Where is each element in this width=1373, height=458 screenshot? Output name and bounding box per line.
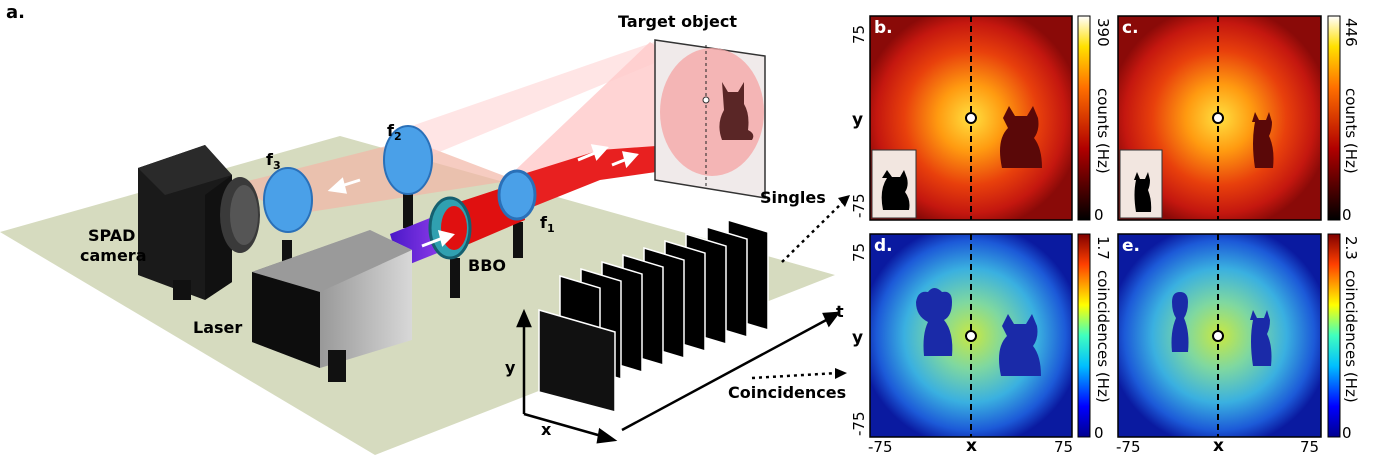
lens-f3: [263, 167, 313, 233]
spad-camera: [138, 145, 260, 300]
panel-e-cbar-label: coincidences (Hz): [1342, 270, 1360, 403]
laser-label: Laser: [193, 318, 243, 337]
f2-label: f2: [387, 121, 402, 144]
panel-d-ytick-top: 75: [850, 242, 868, 262]
panel-b-ytick-top: 75: [850, 24, 868, 44]
panel-e-cbar-max: 2.3: [1342, 236, 1360, 260]
panel-a-label: a.: [6, 2, 25, 23]
panel-d-xtick-right: 75: [1054, 438, 1074, 456]
singles-label: Singles: [760, 188, 826, 207]
panel-b-ylabel: y: [852, 110, 864, 130]
panel-c-cbar-label: counts (Hz): [1342, 88, 1360, 174]
spad-label-line1: SPAD: [88, 226, 136, 245]
panel-e-label: e.: [1122, 236, 1140, 256]
frame-axis-x: x: [541, 420, 552, 439]
panel-b-cbar-label: counts (Hz): [1094, 88, 1112, 174]
lens-f2: [383, 125, 433, 195]
lens-f1: [497, 169, 537, 221]
panel-e-xtick-left: -75: [1116, 438, 1141, 456]
laser-box: [252, 230, 412, 382]
bbo-label: BBO: [468, 256, 506, 275]
f3-label: f3: [266, 150, 281, 173]
spad-label-line2: camera: [80, 246, 147, 265]
frame-axis-t: t: [836, 302, 844, 321]
panel-b-cbar-min: 0: [1094, 206, 1104, 224]
panel-e-cbar-min: 0: [1342, 424, 1352, 442]
cat-silhouette: [719, 82, 754, 140]
panel-d-ylabel: y: [852, 328, 864, 348]
panel-b-ytick-bottom: -75: [850, 193, 868, 219]
frame-axis-y: y: [505, 358, 516, 377]
target-illumination: [660, 48, 764, 176]
target-object-label: Target object: [618, 12, 737, 31]
coincidences-label: Coincidences: [728, 383, 847, 402]
f1-label: f1: [540, 213, 555, 236]
panel-c-label: c.: [1122, 18, 1139, 38]
panel-d-cbar-label: coincidences (Hz): [1094, 270, 1112, 403]
panel-d-label: d.: [874, 236, 893, 256]
panel-d-cbar-min: 0: [1094, 424, 1104, 442]
panel-d-cbar-max: 1.7: [1094, 236, 1112, 260]
panel-b-cbar-max: 390: [1094, 18, 1112, 47]
panel-d-xlabel: x: [966, 436, 977, 456]
panel-b-label: b.: [874, 18, 893, 38]
panel-d-ytick-bottom: -75: [850, 411, 868, 437]
panel-d-xtick-left: -75: [868, 438, 893, 456]
panel-c-cbar-max: 446: [1342, 18, 1360, 47]
panel-e-xtick-right: 75: [1300, 438, 1320, 456]
frame-stack: [538, 218, 769, 413]
panel-e-xlabel: x: [1213, 436, 1224, 456]
panel-c-cbar-min: 0: [1342, 206, 1352, 224]
